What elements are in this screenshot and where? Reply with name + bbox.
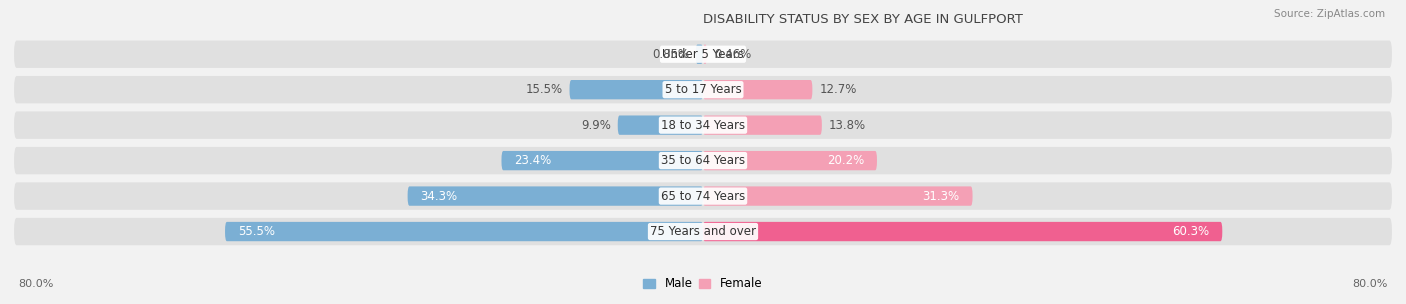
Legend: Male, Female: Male, Female [644,277,762,290]
Text: 31.3%: 31.3% [922,190,960,202]
FancyBboxPatch shape [225,222,703,241]
Text: 65 to 74 Years: 65 to 74 Years [661,190,745,202]
Text: 20.2%: 20.2% [827,154,865,167]
FancyBboxPatch shape [703,80,813,99]
Text: 80.0%: 80.0% [1353,279,1388,289]
Text: 0.46%: 0.46% [714,48,751,61]
Text: 9.9%: 9.9% [581,119,610,132]
FancyBboxPatch shape [14,76,1392,103]
Text: 75 Years and over: 75 Years and over [650,225,756,238]
Text: 60.3%: 60.3% [1173,225,1209,238]
Text: Under 5 Years: Under 5 Years [662,48,744,61]
FancyBboxPatch shape [703,222,1222,241]
FancyBboxPatch shape [703,151,877,170]
Text: DISABILITY STATUS BY SEX BY AGE IN GULFPORT: DISABILITY STATUS BY SEX BY AGE IN GULFP… [703,13,1024,26]
Text: 13.8%: 13.8% [828,119,866,132]
FancyBboxPatch shape [703,186,973,206]
Text: Source: ZipAtlas.com: Source: ZipAtlas.com [1274,9,1385,19]
Text: 18 to 34 Years: 18 to 34 Years [661,119,745,132]
Text: 55.5%: 55.5% [238,225,276,238]
Text: 34.3%: 34.3% [420,190,458,202]
Text: 23.4%: 23.4% [515,154,551,167]
Text: 15.5%: 15.5% [526,83,562,96]
Text: 0.85%: 0.85% [652,48,689,61]
Text: 35 to 64 Years: 35 to 64 Years [661,154,745,167]
Text: 12.7%: 12.7% [820,83,856,96]
FancyBboxPatch shape [14,218,1392,245]
Text: 5 to 17 Years: 5 to 17 Years [665,83,741,96]
FancyBboxPatch shape [617,116,703,135]
FancyBboxPatch shape [408,186,703,206]
FancyBboxPatch shape [502,151,703,170]
FancyBboxPatch shape [14,40,1392,68]
FancyBboxPatch shape [696,45,703,64]
FancyBboxPatch shape [14,147,1392,174]
FancyBboxPatch shape [703,116,823,135]
FancyBboxPatch shape [569,80,703,99]
Text: 80.0%: 80.0% [18,279,53,289]
FancyBboxPatch shape [14,182,1392,210]
FancyBboxPatch shape [703,45,707,64]
FancyBboxPatch shape [14,112,1392,139]
